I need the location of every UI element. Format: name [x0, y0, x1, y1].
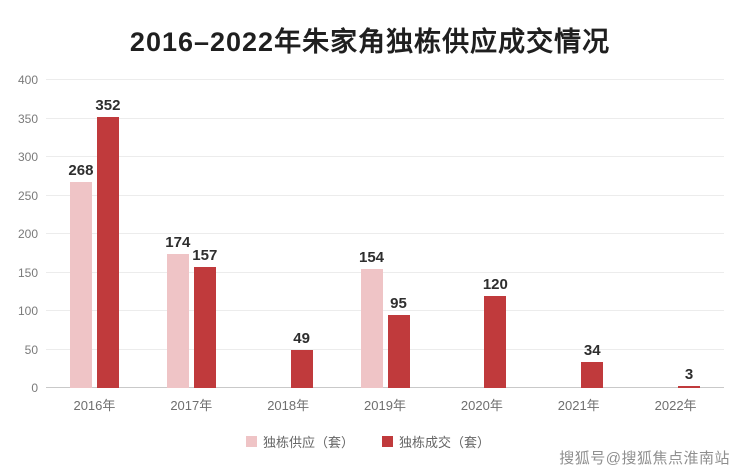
x-tick-label: 2016年: [73, 398, 116, 413]
deal-bar-wrap: 34: [581, 341, 604, 388]
legend-label: 独栋供应（套）: [262, 435, 354, 450]
bar-value-label: 352: [95, 96, 121, 114]
bar-group: 49 2018年: [240, 80, 337, 413]
bar-group: 154 95 2019年: [337, 80, 434, 413]
y-tick-label: 100: [17, 304, 38, 318]
y-axis: 0 50 100 150 200 250 300 350 400: [12, 73, 46, 395]
legend-label: 独栋成交（套）: [399, 435, 491, 450]
bar-group: 174 157 2017年: [143, 80, 240, 413]
bar-value-label: 49: [293, 330, 310, 348]
bar-value-label: 154: [358, 249, 385, 267]
legend-item-supply: 独栋供应（套）: [245, 432, 354, 451]
deal-bar: [387, 314, 410, 388]
bar-value-label: 3: [684, 365, 694, 383]
x-tick-label: 2018年: [267, 398, 310, 413]
x-axis-line: [46, 387, 724, 388]
gridline: [46, 348, 724, 350]
deal-bar-wrap: 352: [95, 96, 121, 388]
deal-bar: [193, 267, 216, 388]
supply-bar-wrap: 268: [68, 161, 94, 388]
supply-bar-wrap: 174: [165, 234, 191, 388]
supply-bar: [360, 269, 383, 388]
supply-bar: [166, 254, 189, 388]
bar-group: 268 352 2016年: [46, 80, 143, 413]
x-tick-label: 2021年: [557, 398, 600, 413]
bar-value-label: 120: [482, 275, 508, 293]
gridline: [46, 117, 724, 119]
bar-value-label: 95: [390, 294, 407, 312]
chart-title: 2016–2022年朱家角独栋供应成交情况: [129, 27, 611, 57]
y-tick-label: 400: [17, 73, 38, 87]
bar-value-label: 174: [165, 234, 191, 252]
gridline: [46, 79, 724, 80]
x-tick-label: 2022年: [654, 398, 697, 413]
y-tick-label: 150: [17, 265, 38, 280]
legend-item-deal: 独栋成交（套）: [382, 432, 490, 451]
deal-bar: [290, 350, 313, 388]
y-tick-label: 0: [31, 381, 38, 395]
plot-area: 268 352 2016年 174 157 2017年 49 2018年 154 95 2019年 1…: [46, 79, 724, 413]
deal-bar: [678, 385, 701, 388]
x-tick-label: 2017年: [170, 398, 213, 413]
gridline: [46, 233, 724, 234]
gridline: [46, 310, 724, 311]
watermark: 搜狐号@搜狐焦点淮南站: [559, 450, 730, 467]
y-tick-label: 50: [24, 342, 38, 357]
y-tick-label: 300: [17, 150, 38, 164]
deal-bar-wrap: 95: [387, 294, 410, 388]
y-tick-label: 200: [17, 227, 38, 241]
deal-bar: [484, 295, 507, 388]
gridline: [46, 271, 724, 273]
gridline: [46, 194, 724, 196]
x-tick-label: 2019年: [364, 398, 406, 413]
bar-group: 120 2020年: [433, 80, 530, 413]
bar-group: 3 2022年: [627, 80, 724, 413]
chart-body: 0 50 100 150 200 250 300 350 400 268 352 2016年 174 1…: [12, 73, 724, 413]
legend-swatch-supply: [245, 436, 257, 447]
bar-value-label: 157: [192, 247, 218, 265]
y-tick-label: 250: [17, 188, 38, 203]
supply-bar-wrap: 154: [358, 249, 385, 388]
x-tick-label: 2020年: [460, 398, 503, 413]
deal-bar-wrap: 49: [290, 330, 313, 388]
deal-bar: [581, 361, 604, 388]
bar-group: 34 2021年: [530, 80, 627, 413]
deal-bar-wrap: 3: [678, 365, 701, 388]
bar-groups: 268 352 2016年 174 157 2017年 49 2018年 154 95 2019年 1…: [46, 80, 724, 413]
legend: 独栋供应（套） 独栋成交（套）: [12, 432, 724, 451]
y-tick-label: 350: [17, 111, 38, 126]
supply-bar: [69, 181, 92, 388]
bar-value-label: 268: [68, 161, 94, 179]
deal-bar-wrap: 120: [482, 275, 508, 388]
bar-value-label: 34: [583, 341, 601, 359]
gridline: [46, 156, 724, 157]
legend-swatch-deal: [382, 436, 393, 447]
bar-chart: 0 50 100 150 200 250 300 350 400 268 352 2016年 174 1…: [12, 73, 724, 451]
deal-bar-wrap: 157: [192, 247, 218, 388]
deal-bar: [96, 116, 119, 388]
